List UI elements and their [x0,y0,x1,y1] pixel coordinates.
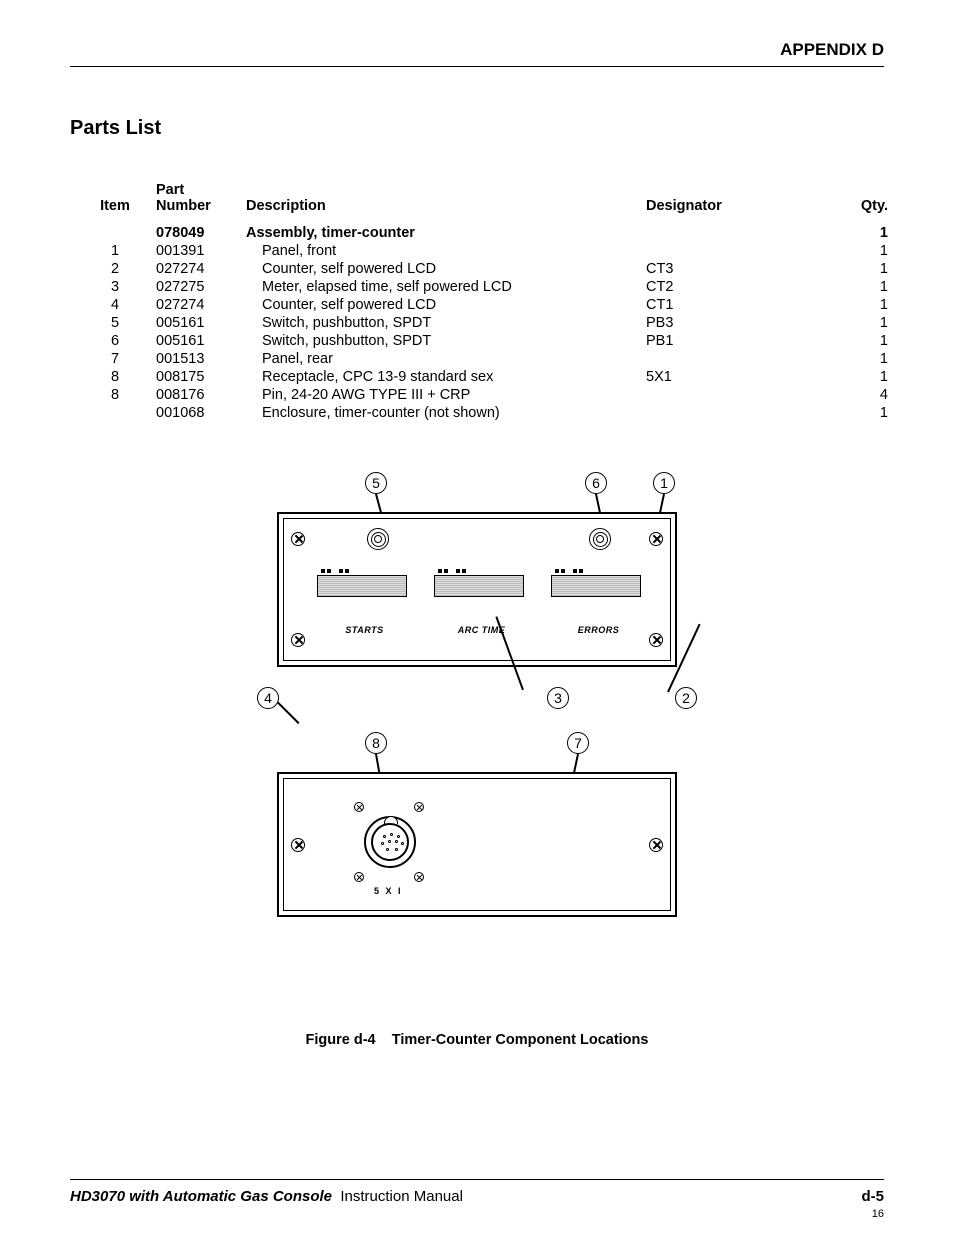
footer-doc: Instruction Manual [340,1188,463,1205]
callout-8: 8 [365,732,387,754]
table-row: 078049Assembly, timer-counter1 [80,224,894,242]
footer-product: HD3070 with Automatic Gas Console [70,1188,332,1205]
lcd-label-errors: ERRORS [551,625,646,635]
screw-icon [649,838,663,852]
footer-sub: 16 [872,1208,884,1220]
diagram: 5 6 1 STARTS ARC TIME ERRORS 4 3 2 [257,472,697,1012]
screw-icon [649,633,663,647]
screw-icon [649,532,663,546]
callout-4: 4 [257,687,279,709]
rear-panel: 5 X I [277,772,677,917]
pushbutton-right [589,528,611,550]
connector-5x1 [364,816,416,868]
lcd-errors: ERRORS [551,569,646,635]
front-panel: STARTS ARC TIME ERRORS [277,512,677,667]
table-row: 1001391Panel, front1 [80,242,894,260]
col-item: Item [80,180,150,224]
figure-title: Timer-Counter Component Locations [392,1032,649,1048]
callout-6: 6 [585,472,607,494]
col-designator: Designator [640,180,760,224]
figure-caption: Figure d-4 Timer-Counter Component Locat… [70,1032,884,1048]
table-row: 7001513Panel, rear1 [80,350,894,368]
lcd-label-starts: STARTS [317,625,412,635]
table-row: 8008176Pin, 24-20 AWG TYPE III + CRP4 [80,386,894,404]
col-partnum: Part Number [150,180,240,224]
lcd-label-arctime: ARC TIME [434,625,529,635]
col-description: Description [240,180,640,224]
callout-7: 7 [567,732,589,754]
col-qty: Qty. [760,180,894,224]
callout-1: 1 [653,472,675,494]
table-row: 2027274Counter, self powered LCDCT31 [80,260,894,278]
callout-3: 3 [547,687,569,709]
figure-number: Figure d-4 [306,1032,376,1048]
table-row: 001068Enclosure, timer-counter (not show… [80,404,894,422]
screw-icon [414,872,424,882]
table-row: 3027275Meter, elapsed time, self powered… [80,278,894,296]
section-title: Parts List [70,117,884,140]
table-row: 4027274Counter, self powered LCDCT11 [80,296,894,314]
pushbutton-left [367,528,389,550]
table-row: 8008175Receptacle, CPC 13-9 standard sex… [80,368,894,386]
appendix-header: APPENDIX D [70,40,884,67]
connector-label: 5 X I [374,886,403,896]
screw-icon [291,633,305,647]
footer-page: d-5 [862,1188,885,1205]
screw-icon [291,838,305,852]
table-row: 5005161Switch, pushbutton, SPDTPB31 [80,314,894,332]
screw-icon [354,872,364,882]
callout-5: 5 [365,472,387,494]
screw-icon [354,802,364,812]
page-footer: HD3070 with Automatic Gas Console Instru… [70,1179,884,1205]
table-row: 6005161Switch, pushbutton, SPDTPB11 [80,332,894,350]
screw-icon [414,802,424,812]
parts-table: Item Part Number Description Designator … [80,180,894,422]
lcd-starts: STARTS [317,569,412,635]
screw-icon [291,532,305,546]
col-partnum-l1: Part [156,182,184,198]
lcd-arctime: ARC TIME [434,569,529,635]
callout-2: 2 [675,687,697,709]
col-partnum-l2: Number [156,198,211,214]
